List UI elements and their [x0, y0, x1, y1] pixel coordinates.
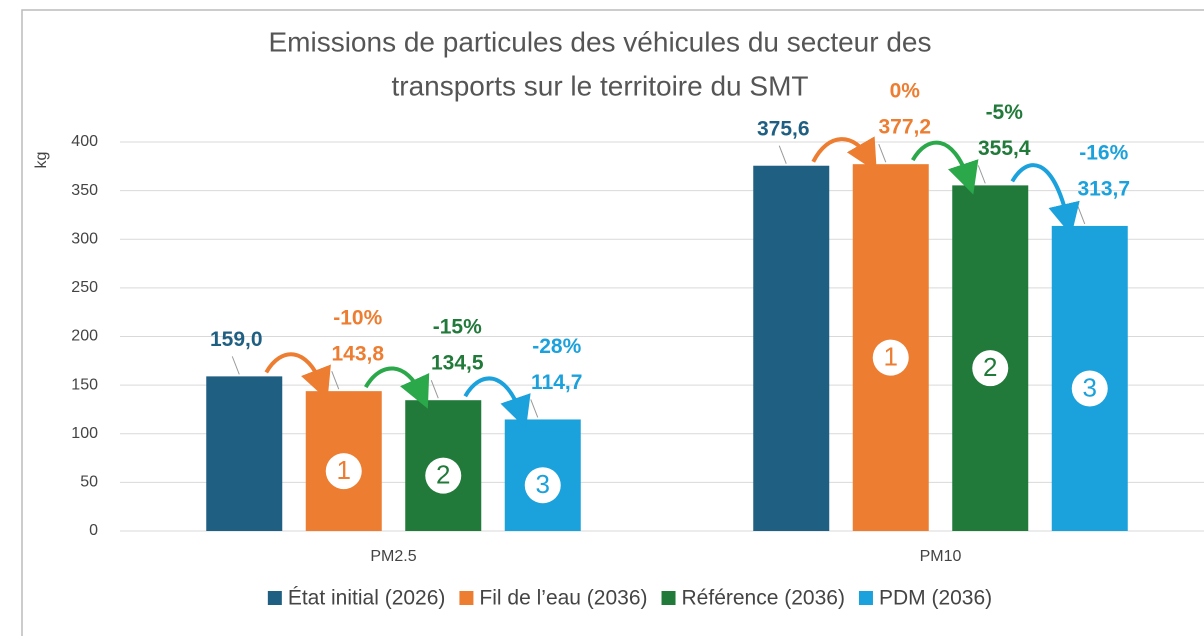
- y-tick-label: 50: [80, 474, 98, 491]
- badge-label: 2: [436, 459, 450, 489]
- x-tick-label: PM2.5: [370, 548, 416, 565]
- legend-swatch: [661, 591, 676, 605]
- legend-label: PDM (2036): [879, 587, 992, 610]
- badge-circle: [1071, 370, 1108, 407]
- badge-label: 2: [983, 352, 997, 382]
- value-label: 159,0: [210, 328, 263, 351]
- badge-label: 3: [536, 469, 550, 499]
- badge-circle: [325, 453, 362, 490]
- badge-label: 1: [884, 341, 898, 371]
- leader-line: [231, 356, 240, 375]
- legend-label: État initial (2026): [288, 587, 446, 610]
- x-tick-label: PM10: [920, 548, 962, 565]
- arrow: [811, 136, 877, 173]
- change-label: -16%: [1079, 141, 1128, 164]
- legend-label: Référence (2036): [682, 587, 845, 610]
- leader-line: [977, 165, 986, 184]
- arrow: [264, 352, 331, 401]
- legend-swatch: [858, 591, 873, 605]
- y-axis-label: kg: [33, 152, 50, 169]
- value-label: 375,6: [757, 117, 810, 140]
- chart-title: transports sur le territoire du SMT: [391, 70, 808, 101]
- badge-circle: [872, 339, 909, 376]
- y-tick-label: 350: [71, 182, 98, 199]
- value-label: 355,4: [978, 137, 1031, 160]
- change-label: -15%: [433, 316, 482, 339]
- value-label: 143,8: [331, 343, 384, 366]
- y-tick-label: 0: [89, 522, 98, 539]
- change-label: -10%: [333, 307, 382, 330]
- value-label: 377,2: [878, 116, 931, 139]
- arrow: [463, 376, 531, 429]
- y-tick-label: 250: [71, 279, 98, 296]
- badge-label: 3: [1083, 372, 1097, 402]
- y-tick-label: 100: [71, 425, 98, 442]
- legend-swatch: [267, 591, 282, 605]
- legend-swatch: [459, 591, 474, 605]
- arrow: [911, 140, 979, 195]
- badge-circle: [972, 350, 1009, 387]
- leader-line: [331, 370, 340, 390]
- arrow: [364, 366, 430, 409]
- bar: [206, 376, 283, 531]
- leader-line: [778, 145, 787, 164]
- leader-line: [530, 399, 539, 418]
- value-label: 114,7: [531, 371, 582, 394]
- value-label: 134,5: [431, 352, 484, 375]
- y-tick-label: 400: [71, 133, 98, 150]
- leader-line: [878, 143, 887, 163]
- chart-border: [21, 9, 1204, 636]
- leader-line: [1077, 205, 1086, 225]
- bar: [753, 165, 830, 531]
- y-tick-label: 150: [71, 376, 98, 393]
- arrow: [1010, 163, 1080, 236]
- change-label: -5%: [986, 101, 1024, 124]
- change-label: 0%: [890, 80, 921, 103]
- value-label: 313,7: [1077, 177, 1130, 200]
- badge-label: 1: [337, 455, 351, 485]
- badge-circle: [425, 457, 462, 494]
- y-tick-label: 300: [71, 230, 98, 247]
- legend-label: Fil de l’eau (2036): [479, 587, 647, 610]
- y-tick-label: 200: [71, 328, 98, 345]
- badge-circle: [524, 467, 561, 504]
- chart-title: Emissions de particules des véhicules du…: [268, 26, 931, 57]
- leader-line: [430, 380, 439, 399]
- change-label: -28%: [532, 335, 581, 358]
